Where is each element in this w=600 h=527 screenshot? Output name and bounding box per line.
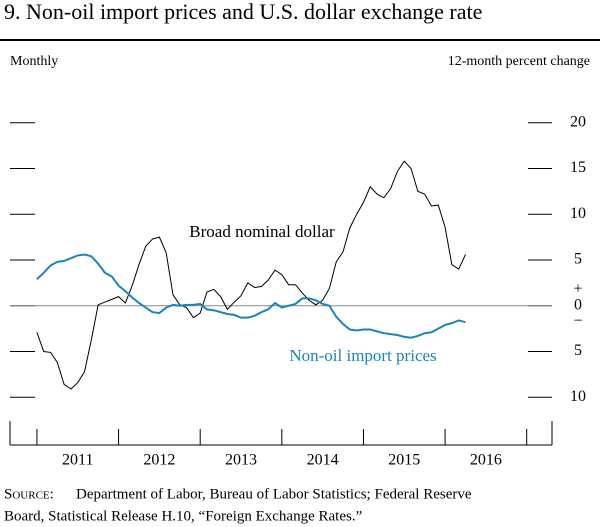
x-tick-label: 2013 — [225, 452, 257, 469]
zero-sign: − — [573, 312, 582, 329]
y-axis-label: 12-month percent change — [448, 54, 590, 69]
x-tick-label: 2014 — [307, 452, 339, 469]
source-label: Source: — [4, 486, 54, 502]
series-label: Non-oil import prices — [289, 346, 436, 365]
y-tick-label: 0 — [574, 296, 582, 313]
frequency-label: Monthly — [10, 54, 58, 69]
source-text: Board, Statistical Release H.10, “Foreig… — [4, 508, 362, 524]
series-line — [36, 160, 466, 390]
series-label: Broad nominal dollar — [189, 222, 335, 241]
zero-sign: + — [573, 280, 582, 297]
x-tick-label: 2012 — [143, 452, 175, 469]
y-tick-label: 15 — [570, 159, 586, 176]
series-line — [36, 253, 466, 339]
x-tick-label: 2015 — [388, 452, 420, 469]
y-tick-label: 5 — [574, 342, 582, 359]
y-tick-label: 5 — [574, 251, 582, 268]
title-rule — [0, 39, 600, 41]
x-tick-label: 2011 — [62, 452, 93, 469]
y-tick-label: 10 — [570, 388, 586, 405]
source-text: Department of Labor, Bureau of Labor Sta… — [76, 486, 472, 502]
x-tick-label: 2016 — [470, 452, 502, 469]
y-tick-label: 10 — [570, 205, 586, 222]
chart-title: 9. Non-oil import prices and U.S. dollar… — [4, 0, 482, 24]
y-tick-label: 20 — [570, 113, 586, 130]
